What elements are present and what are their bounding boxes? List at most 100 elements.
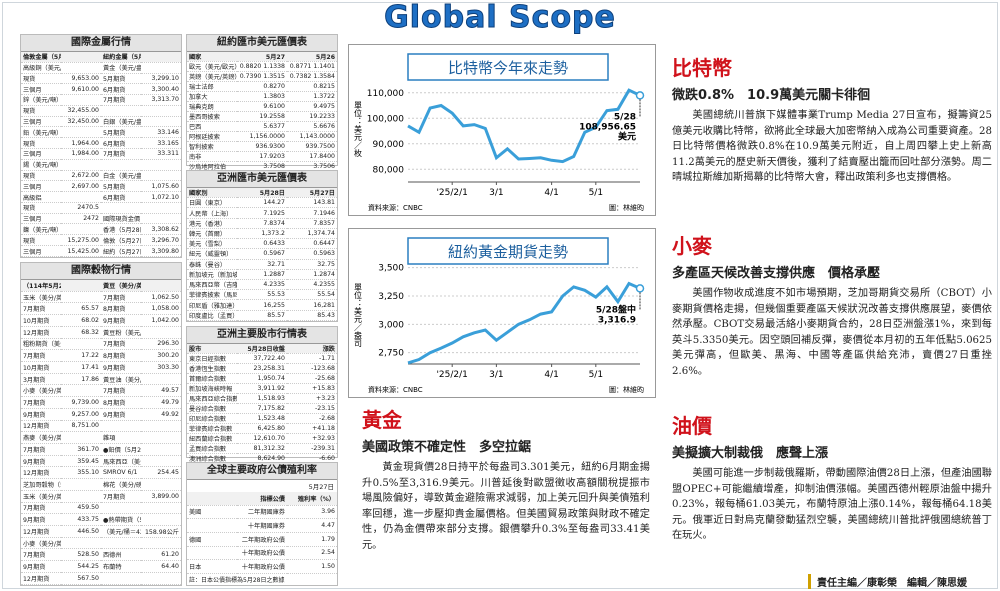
table-cell (61, 537, 101, 550)
table-row: 日圓（東京） 144.27 143.81 (187, 197, 337, 209)
y-tick-label: 3,000 (378, 320, 404, 330)
table-cell: 鉛（美元/噸） (21, 126, 61, 139)
table-cell: 5月27 (237, 52, 287, 62)
table-row: 十年期政府公債 2.54 (187, 546, 337, 561)
title-box (407, 53, 609, 81)
table-cell: 7月期貨 (101, 490, 141, 503)
body-text: 美國作物收成進度不如市場預期，芝加哥期貨交易所（CBOT）小麥期貨價格走揚，但幾… (672, 288, 992, 377)
table-cell: 0.8270 (237, 81, 287, 92)
table-cell: 9月期貨 (101, 314, 141, 327)
table-cell: 國家別 (187, 188, 237, 199)
table-cell: 1,042.00 (141, 314, 181, 327)
table-row: 國家 5月27 5月26 (187, 52, 337, 62)
credit: 圖：林維昀 (609, 203, 644, 212)
table-row: 菲律賓綜合指數 6,425.80 +41.18 (187, 423, 337, 434)
table-cell: 5.6377 (237, 121, 287, 132)
table-cell: 3月期貨 (21, 373, 61, 386)
table-cell: 4.2355 (287, 279, 337, 291)
table-cell: +32.93 (287, 433, 337, 444)
table-row: 香港恆生指數 23,258.31 -123.68 (187, 363, 337, 374)
body-text: 美國總統川普旗下媒體事業Trump Media 27日宣布，擬籌資25億美元收購… (672, 110, 992, 183)
table-cell: 1,058.00 (141, 302, 181, 316)
table-cell: 5月期貨 (101, 180, 141, 193)
table-cell: 10月期貨 (21, 314, 61, 327)
table-cell: 16,281 (287, 299, 337, 311)
table-cell: 12,610.70 (237, 433, 287, 444)
table-cell: 32,450.00 (61, 116, 101, 128)
table-cell: 紐約金屬（5月27日收盤） (101, 52, 141, 63)
table-cell: 東京日經指數 (187, 353, 237, 364)
table-cell: 現貨 (21, 105, 61, 117)
table-row: 鉛（美元/噸） 5月期貨 33.146 (21, 126, 181, 139)
table-cell: 17.22 (61, 349, 101, 362)
table-cell: （114年5月27收盤） (21, 280, 61, 292)
table-cell (61, 191, 101, 203)
table-cell: 459.50 (61, 502, 101, 515)
table-cell: 2,697.00 (61, 180, 101, 193)
table-cell: 8月期貨 (101, 302, 141, 316)
table-cell: 粗粉期貨（美分/磅） (21, 338, 61, 351)
table-cell: 61.20 (141, 548, 181, 562)
table-row: 三個月 2472 國際現貨金價 (21, 213, 181, 225)
table-row: 德國 二年期政府公債 1.79 (187, 532, 337, 547)
table-cell (101, 502, 141, 515)
table-cell: 567.50 (61, 572, 101, 586)
table-cell: 7月期貨 (21, 548, 61, 562)
table-cell (141, 326, 181, 339)
table: 指標公債 殖利率（%） 美國 二年期國庫券 3.96 十年期國庫券 4.47 德國 二年期政府公… (187, 492, 337, 574)
table-cell (61, 126, 101, 139)
table-cell: 19.2233 (287, 111, 337, 122)
table-cell: 16,255 (237, 299, 287, 311)
data-table: 全球主要政府公債殖利率 5月27日 指標公債 殖利率（%） 美國 二年期國庫券 3.96 十年… (186, 462, 338, 586)
table-row: 日本 十年期政府公債 1.50 (187, 559, 337, 574)
table: 倫敦金屬（5月27日收盤） 紐約金屬（5月27日收盤） 高級銅（美元/噸） 黃金（美元… (21, 52, 181, 257)
table-cell: 2.54 (287, 546, 337, 561)
table-row: 三個月 9,610.00 6月期貨 3,300.40 (21, 83, 181, 96)
table-cell: 南非 (187, 151, 237, 162)
table-cell: 144.27 (237, 197, 287, 209)
table-row: 曼谷綜合指數 7,175.82 -23.15 (187, 403, 337, 414)
table-cell: 9月期貨 (21, 455, 61, 468)
table-cell: 黃豆油（美分/磅） (101, 373, 141, 386)
table-cell: 小麥（美分/英斗） (21, 537, 61, 550)
table-cell (61, 478, 101, 491)
body-text: 黃金現貨價28日持平於每盎司3.301美元，紐約6月期金揚升0.5%至3,316… (362, 462, 650, 551)
table-cell: 4.2335 (237, 279, 287, 291)
table-cell: 新加坡元（新加坡） (187, 269, 237, 280)
table-cell: 32.75 (287, 259, 337, 270)
table-cell (61, 431, 101, 444)
table-cell: 9月期貨 (21, 408, 61, 421)
table-cell: +15.83 (287, 383, 337, 394)
x-tick-label: '25/2/1 (436, 188, 467, 198)
table-cell: 1,062.50 (141, 291, 181, 304)
table-cell: 殖利率（%） (287, 492, 337, 506)
table-title: 亞洲匯市美元匯價表 (187, 171, 337, 188)
table-cell (141, 455, 181, 468)
table-cell: 十年期國庫券 (237, 518, 287, 533)
table-cell: 白銀（美元/盎司） (101, 116, 141, 128)
table-title: 國際穀物行情 (21, 263, 181, 280)
table-cell: 158.98公斤 (141, 525, 181, 538)
table-cell: 81,312.32 (237, 443, 287, 454)
table-cell: 3,911.92 (237, 383, 287, 394)
table-row: 新加坡海峽時報 3,911.92 +15.83 (187, 383, 337, 394)
table-row: 10月期貨 17.41 9月期貨 303.30 (21, 361, 181, 374)
table-cell (61, 291, 101, 304)
data-table: 紐約匯市美元匯價表 國家 5月27 5月26 歐元（美元/歐元） 0.8820 1.133… (186, 34, 338, 172)
table-cell (101, 105, 141, 117)
table-cell: 12月期貨 (21, 326, 61, 339)
table-row: 南非 17.9203 17.8400 (187, 151, 337, 162)
table-cell: 9月期貨 (21, 560, 61, 573)
table-cell: 33.146 (141, 126, 181, 139)
table-cell: 6,425.80 (237, 423, 287, 434)
table-cell: 1,374.74 (287, 228, 337, 240)
x-tick-label: 5/1 (589, 188, 603, 198)
table-row: 鋅（美元/噸） 7月期貨 3,313.70 (21, 94, 181, 106)
table-cell: 433.75 (61, 513, 101, 527)
x-tick-label: 4/1 (544, 370, 558, 380)
y-tick-label: 100,000 (367, 114, 404, 124)
table-cell: 1,984.00 (61, 148, 101, 160)
